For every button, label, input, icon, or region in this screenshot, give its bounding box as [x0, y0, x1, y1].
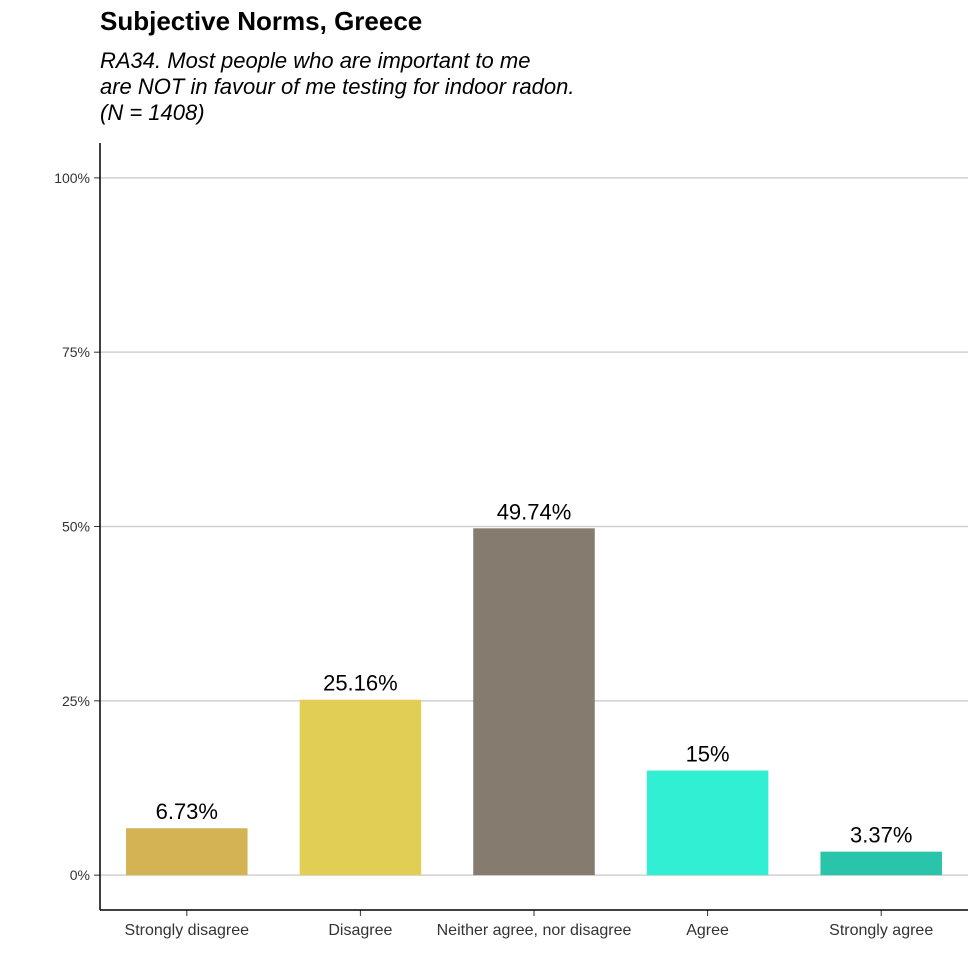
subtitle-line-2: are NOT in favour of me testing for indo… — [100, 74, 575, 99]
y-tick-label-25: 25% — [62, 693, 90, 709]
subtitle-line-1: RA34. Most people who are important to m… — [100, 48, 531, 73]
bar-2 — [299, 699, 422, 876]
y-tick-label-100: 100% — [54, 170, 90, 186]
x-tick-label-5: Strongly agree — [829, 922, 933, 939]
chart-title: Subjective Norms, Greece — [100, 6, 423, 36]
data-label-4: 15% — [686, 742, 730, 767]
bar-5 — [820, 851, 942, 876]
x-tick-label-4: Agree — [686, 922, 729, 939]
bar-3 — [473, 528, 595, 876]
data-labels: 6.73% 25.16% 49.74% 15% 3.37% — [156, 499, 913, 847]
bar-1 — [126, 828, 248, 876]
data-label-2: 25.16% — [323, 671, 398, 696]
chart-subtitle: RA34. Most people who are important to m… — [100, 48, 574, 126]
bars — [126, 528, 942, 876]
x-tick-label-1: Strongly disagree — [125, 922, 250, 939]
bar-4 — [646, 770, 769, 876]
data-label-3: 49.74% — [497, 499, 572, 524]
x-tick-label-3: Neither agree, nor disagree — [437, 922, 632, 939]
subtitle-line-3: (N = 1408) — [100, 100, 205, 125]
axes: 0% 25% 50% 75% 100% Strongly disagree Disagree… — [54, 143, 968, 939]
y-tick-label-75: 75% — [62, 344, 90, 360]
data-label-5: 3.37% — [850, 823, 912, 848]
data-label-1: 6.73% — [156, 799, 218, 824]
x-tick-label-2: Disagree — [328, 922, 392, 939]
y-tick-label-0: 0% — [70, 867, 90, 883]
y-tick-label-50: 50% — [62, 519, 90, 535]
